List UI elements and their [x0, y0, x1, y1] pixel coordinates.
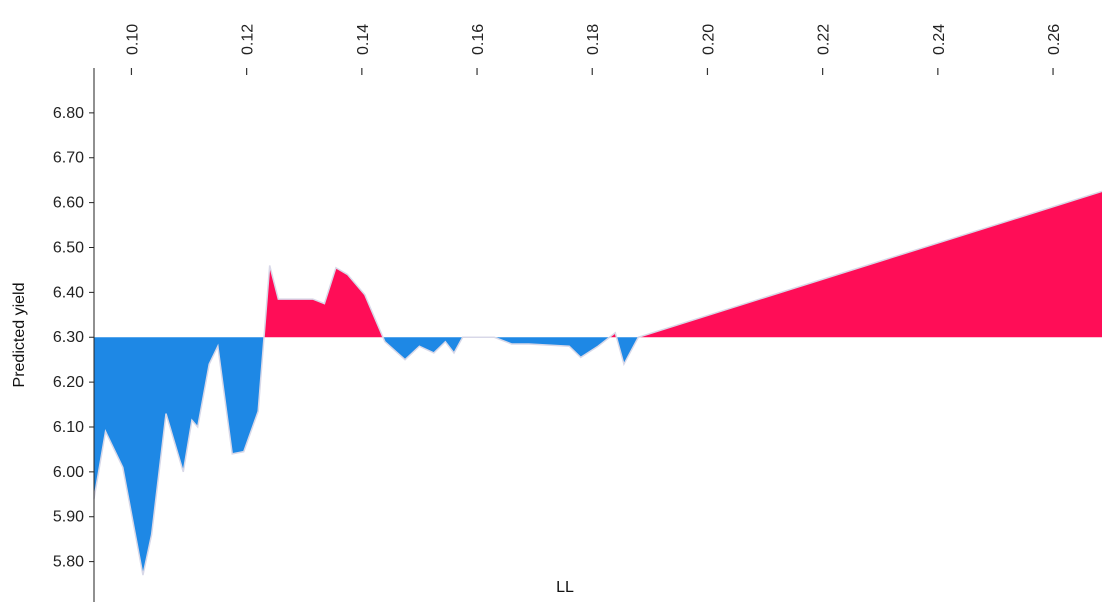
x-axis-title: LL [556, 579, 574, 596]
y-tick-label: 6.20 [53, 374, 84, 391]
prediction-curve [93, 190, 1102, 576]
below-baseline-area-3 [494, 337, 610, 358]
x-tick-label: 0.12 [240, 24, 257, 55]
fill-layer [94, 191, 1102, 576]
y-tick-label: 6.40 [53, 284, 84, 301]
y-axis-title: Predicted yield [11, 283, 28, 388]
x-tick-label: 0.22 [816, 24, 833, 55]
x-tick-label: 0.24 [931, 24, 948, 55]
x-tick-label: 0.14 [355, 24, 372, 55]
x-tick-label: 0.20 [700, 24, 717, 55]
y-tick-label: 6.50 [53, 239, 84, 256]
y-tick-label: 6.00 [53, 464, 84, 481]
edge-layer [93, 190, 1102, 576]
x-tick-label: 0.26 [1046, 24, 1063, 55]
y-tick-label: 6.30 [53, 329, 84, 346]
y-axis-ticks: 5.80 5.90 6.00 6.10 6.20 6.30 6.40 6.50 6.60 6.70… [53, 105, 94, 571]
x-tick-label: 0.10 [124, 24, 141, 55]
x-tick-label: 0.16 [470, 24, 487, 55]
y-tick-label: 5.90 [53, 509, 84, 526]
y-tick-label: 5.80 [53, 554, 84, 571]
y-tick-label: 6.70 [53, 150, 84, 167]
x-axis-ticks: 0.10 0.12 0.14 0.16 0.18 0.20 0.22 0.24 0.26 [124, 24, 1063, 75]
y-tick-label: 6.80 [53, 105, 84, 122]
below-baseline-area-2 [382, 337, 463, 360]
y-tick-label: 6.60 [53, 195, 84, 212]
above-baseline-area-1 [264, 265, 383, 338]
below-baseline-area-5 [616, 337, 639, 365]
y-tick-label: 6.10 [53, 419, 84, 436]
x-tick-label: 0.18 [585, 24, 602, 55]
